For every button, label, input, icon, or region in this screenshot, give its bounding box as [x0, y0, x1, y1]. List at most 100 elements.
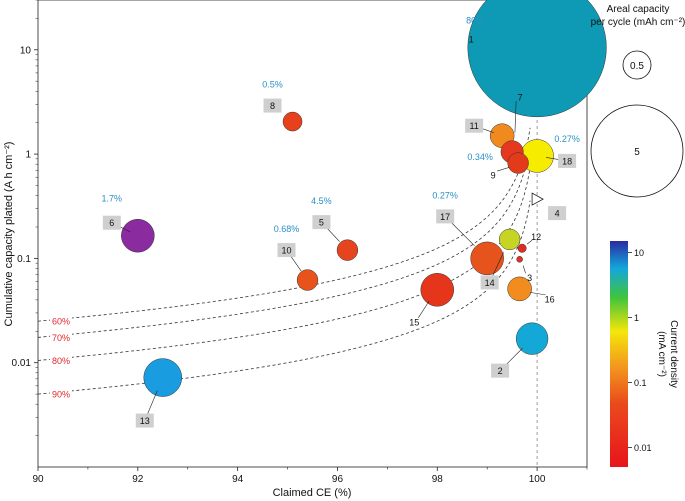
ce-tag-label: 80% — [466, 16, 484, 26]
colorbar-tick-label: 10 — [634, 248, 644, 258]
y-tick-label: 1 — [25, 150, 31, 161]
x-tick-label: 100 — [529, 474, 546, 485]
point-label: 2 — [498, 366, 503, 376]
colorbar-title-2: (mA cm⁻²) — [656, 331, 667, 377]
ce-tag-label: 0.27% — [432, 190, 458, 200]
y-tick-label: 0.1 — [17, 254, 31, 265]
point-label: 18 — [562, 156, 572, 166]
ce-tag-label: 0.68% — [274, 224, 300, 234]
size-legend-title-2: per cycle (mAh cm⁻²) — [591, 17, 685, 28]
ce-curve-line — [38, 200, 531, 395]
point-label: 17 — [440, 212, 450, 222]
ce-curve-label-bg — [50, 354, 72, 367]
size-legend-circle-small — [622, 50, 652, 80]
colorbar-tick-label: 1 — [634, 313, 639, 323]
size-legend-label-large: 5 — [634, 147, 640, 158]
bubble-point — [498, 228, 521, 251]
y-tick-label: 10 — [20, 45, 32, 56]
annotations: 1Goal80%23454.5%61.7%780.5%90.34%100.68%… — [102, 16, 580, 428]
ce-tag-label: 0.27% — [554, 134, 580, 144]
size-legend: Areal capacity per cycle (mAh cm⁻²) 0.5 … — [590, 4, 685, 198]
bubble-point — [121, 218, 155, 253]
ce-curve-label: 70% — [52, 333, 70, 343]
point-label-box — [135, 413, 154, 428]
point-label: 3 — [527, 273, 532, 283]
colorbar-gradient — [610, 241, 628, 467]
bubble-point — [336, 239, 359, 261]
point-label: 1 — [469, 35, 474, 45]
bubble-point — [143, 358, 183, 397]
leader-line — [526, 240, 533, 245]
point-label: 7 — [518, 92, 523, 102]
size-legend-label-small: 0.5 — [630, 61, 644, 72]
point-label: 5 — [319, 218, 324, 228]
point-label-box — [558, 153, 577, 168]
ce-tag-label: 0.5% — [262, 80, 283, 90]
point-label-box — [312, 215, 331, 230]
x-axis-label: Claimed CE (%) — [273, 487, 352, 499]
point-label: 12 — [531, 232, 541, 242]
colorbar-tick-label: 0.01 — [634, 443, 652, 453]
point-label: 6 — [109, 218, 114, 228]
size-legend-title-1: Areal capacity — [607, 4, 670, 15]
bubble-point — [507, 152, 529, 174]
point-label: 10 — [282, 246, 292, 256]
ce-tag-label: 1.7% — [102, 194, 123, 204]
leader-line — [530, 292, 546, 296]
y-axis: 10 1 0.1 0.01 — [12, 0, 38, 436]
point-label: 16 — [545, 294, 555, 304]
ce-curve-label-bg — [50, 331, 72, 344]
y-axis-label: Cumulative capacity plated (A h cm⁻²) — [3, 142, 15, 327]
bubble-point — [517, 243, 527, 253]
point-label-box — [277, 243, 296, 258]
point-label: 9 — [491, 171, 496, 181]
bubble-point — [507, 276, 532, 302]
ce-curve-label: 90% — [52, 390, 70, 400]
bubbles — [121, 0, 607, 397]
leader-line — [497, 166, 510, 172]
point-label: 11 — [469, 121, 478, 131]
ce-curve-label: 60% — [52, 317, 70, 327]
bubble-point — [420, 273, 455, 307]
ce-tag-label: 4.5% — [311, 196, 332, 206]
point-label-box — [480, 275, 499, 290]
ce-curve-line — [38, 143, 531, 338]
ce-tag-label: 0.34% — [467, 152, 493, 162]
bubble-point — [516, 256, 523, 263]
ce-curves: 60% 70% 80% 90% — [38, 127, 531, 401]
ce-curve-label-bg — [50, 315, 72, 328]
ce-curve-label-bg — [50, 388, 72, 401]
plot-area — [37, 0, 588, 468]
point-label-box — [465, 118, 484, 133]
ce-curve-label: 80% — [52, 356, 70, 366]
point-label: 8 — [270, 101, 275, 111]
x-axis: 90 92 94 96 98 100 — [32, 467, 588, 485]
colorbar: 10 1 0.1 0.01 Current density (mA cm⁻²) — [610, 241, 679, 467]
bubble-point — [282, 111, 303, 132]
point-label: 4 — [555, 209, 560, 219]
x-tick-label: 94 — [232, 474, 244, 485]
point-label-box — [102, 215, 121, 230]
x-tick-label: 92 — [132, 474, 144, 485]
point-label: 13 — [140, 416, 150, 426]
bubble-point — [515, 322, 549, 355]
bubble-point — [467, 0, 607, 118]
point-label-box — [548, 206, 567, 221]
point-label: 14 — [485, 278, 495, 288]
leader-line — [418, 300, 430, 318]
point-label: 15 — [409, 317, 419, 327]
colorbar-tick-label: 0.1 — [634, 378, 647, 388]
point-label-box — [263, 98, 282, 113]
x-tick-label: 96 — [332, 474, 344, 485]
bubble-point — [470, 241, 504, 276]
x-tick-label: 90 — [32, 474, 44, 485]
leader-line — [514, 100, 517, 133]
x-tick-label: 98 — [432, 474, 444, 485]
colorbar-title-1: Current density — [668, 320, 679, 388]
bubble-point — [531, 192, 544, 206]
size-legend-circle-large — [590, 104, 684, 198]
leader-line — [522, 265, 526, 274]
bubble-point — [296, 269, 319, 291]
point-label-box — [491, 363, 510, 378]
